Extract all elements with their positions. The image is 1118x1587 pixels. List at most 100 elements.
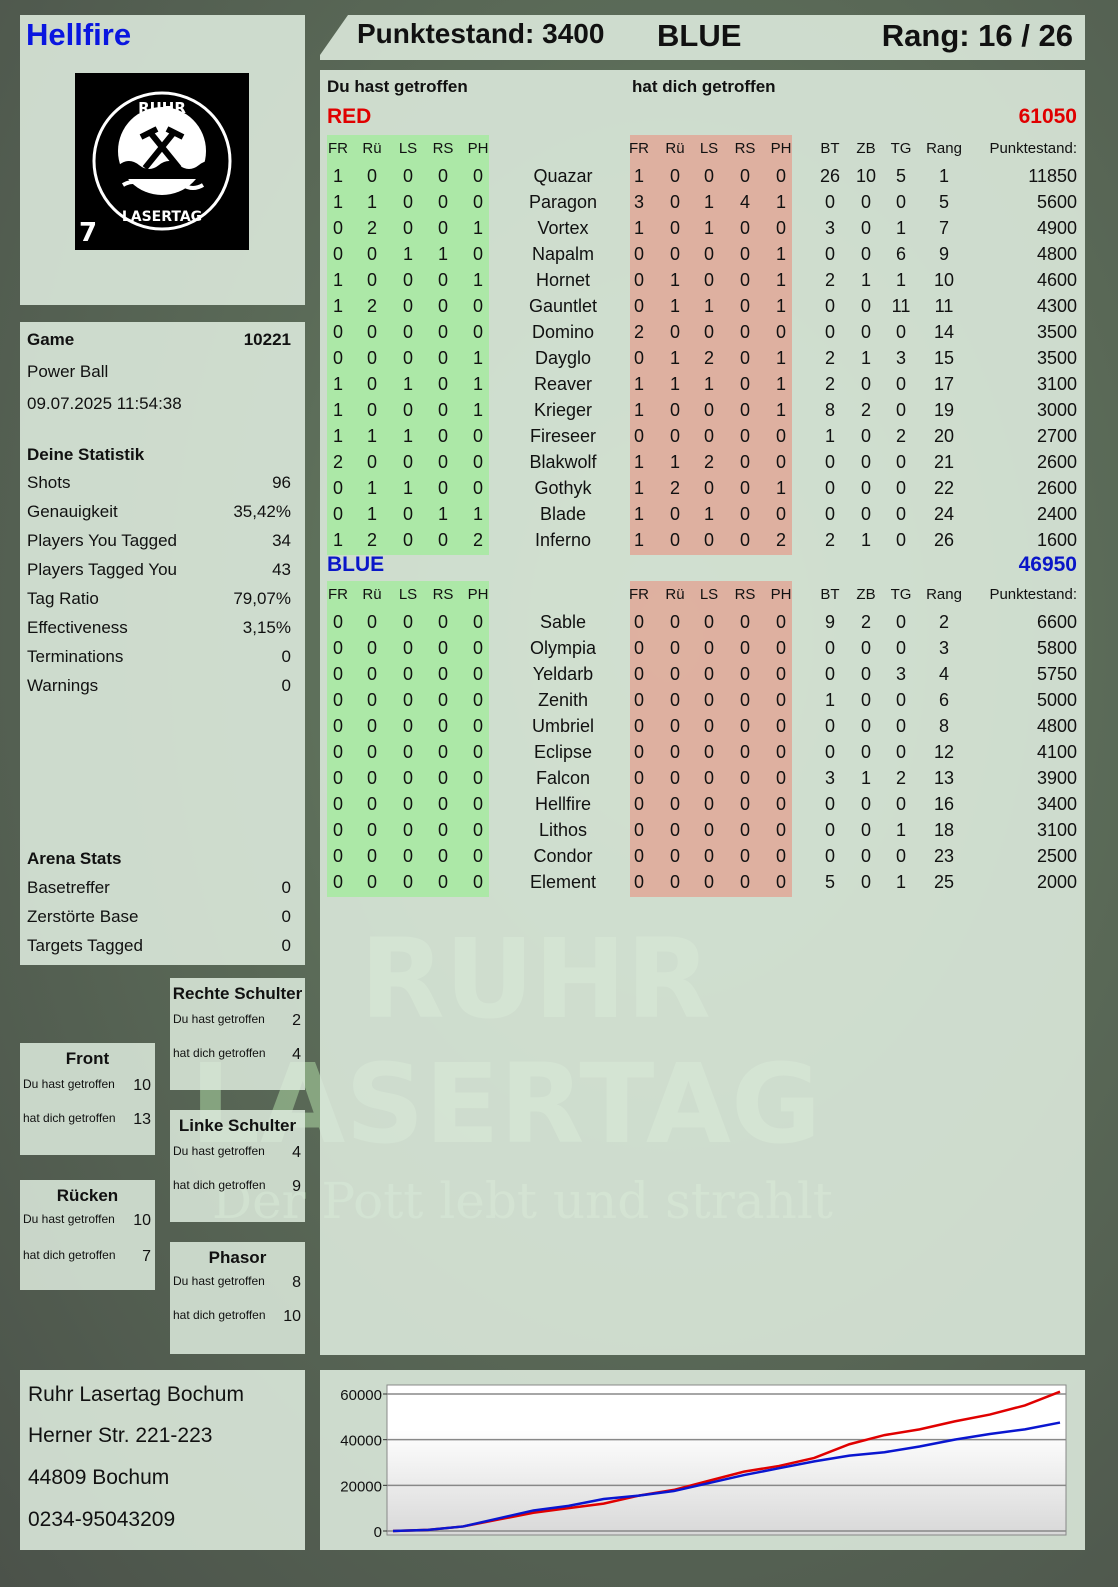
player-name-cell: Krieger bbox=[533, 400, 593, 420]
stat-value: 79,07% bbox=[233, 589, 291, 608]
player-name-cell: Yeldarb bbox=[532, 664, 594, 684]
you-hit-cell: 0 bbox=[437, 348, 449, 368]
hit-you-cell: 0 bbox=[739, 322, 751, 342]
player-name-cell: Condor bbox=[533, 846, 593, 866]
col-header: BT bbox=[820, 586, 840, 603]
stat-row: Shots 96 bbox=[27, 473, 291, 493]
stat-cell: 2 bbox=[824, 270, 836, 290]
you-hit-cell: 0 bbox=[472, 612, 484, 632]
you-hit-cell: 0 bbox=[332, 218, 344, 238]
stat-cell: 3 bbox=[895, 664, 907, 684]
you-hit-cell: 0 bbox=[366, 716, 378, 736]
stat-label: Players Tagged You bbox=[27, 560, 177, 579]
hit-you-label: hat dich getroffen bbox=[173, 1046, 266, 1060]
score-cell: 4100 bbox=[1036, 742, 1077, 762]
player-name-cell: Element bbox=[529, 872, 597, 892]
you-hit-cell: 0 bbox=[366, 690, 378, 710]
you-hit-cell: 0 bbox=[402, 530, 414, 550]
hit-you-cell: 0 bbox=[669, 322, 681, 342]
score-cell: 3900 bbox=[1036, 768, 1077, 788]
hit-you-cell: 0 bbox=[633, 244, 645, 264]
hit-you-cell: 3 bbox=[633, 192, 645, 212]
you-hit-cell: 1 bbox=[332, 400, 344, 420]
stat-cell: 0 bbox=[895, 374, 907, 394]
hit-you-cell: 0 bbox=[669, 166, 681, 186]
you-hit-cell: 0 bbox=[472, 690, 484, 710]
hit-you-cell: 0 bbox=[669, 768, 681, 788]
hit-you-cell: 1 bbox=[633, 400, 645, 420]
score-cell: 3000 bbox=[1036, 400, 1077, 420]
you-hit-cell: 1 bbox=[402, 374, 414, 394]
you-hit-cell: 0 bbox=[472, 664, 484, 684]
col-header: FR bbox=[629, 140, 649, 157]
hit-you-cell: 0 bbox=[739, 244, 751, 264]
hit-you-cell: 0 bbox=[669, 664, 681, 684]
hit-you-cell: 1 bbox=[703, 218, 715, 238]
stat-cell: 0 bbox=[895, 504, 907, 524]
stat-cell: 0 bbox=[895, 846, 907, 866]
stat-cell: 0 bbox=[824, 742, 836, 762]
you-hit-cell: 0 bbox=[366, 400, 378, 420]
hit-you-cell: 0 bbox=[775, 820, 787, 840]
col-header: LS bbox=[398, 586, 418, 603]
player-name-cell: Paragon bbox=[528, 192, 598, 212]
player-name-cell: Inferno bbox=[534, 530, 592, 550]
player-name-cell: Gauntlet bbox=[528, 296, 598, 316]
arena-title-text: Arena Stats bbox=[27, 849, 122, 868]
stat-cell: 0 bbox=[824, 820, 836, 840]
stat-cell: 1 bbox=[895, 270, 907, 290]
hit-you-cell: 0 bbox=[633, 270, 645, 290]
score-cell: 1600 bbox=[1036, 530, 1077, 550]
you-hit-cell: 1 bbox=[472, 348, 484, 368]
you-hit-cell: 0 bbox=[472, 192, 484, 212]
stat-cell: 0 bbox=[860, 426, 872, 446]
hit-you-cell: 0 bbox=[703, 742, 715, 762]
you-hit-cell: 1 bbox=[366, 478, 378, 498]
you-hit-cell: 0 bbox=[332, 244, 344, 264]
hit-you-cell: 0 bbox=[703, 664, 715, 684]
hit-you-cell: 0 bbox=[775, 426, 787, 446]
stat-cell: 10 bbox=[933, 270, 955, 290]
address-panel: Ruhr Lasertag Bochum Herner Str. 221-223… bbox=[20, 1370, 305, 1550]
you-hit-cell: 1 bbox=[402, 244, 414, 264]
you-hit-cell: 0 bbox=[437, 820, 449, 840]
y-tick-label: 60000 bbox=[340, 1387, 382, 1404]
hit-you-cell: 0 bbox=[669, 612, 681, 632]
col-header: FR bbox=[328, 140, 348, 157]
hitzone-title: Rücken bbox=[56, 1186, 119, 1205]
player-name-cell: Hornet bbox=[535, 270, 591, 290]
hit-you-cell: 0 bbox=[669, 820, 681, 840]
score-cell: 2400 bbox=[1036, 504, 1077, 524]
you-hit-cell: 0 bbox=[366, 452, 378, 472]
stat-cell: 9 bbox=[938, 244, 950, 264]
stat-cell: 0 bbox=[895, 478, 907, 498]
stat-cell: 0 bbox=[860, 504, 872, 524]
stat-label: Terminations bbox=[27, 647, 124, 666]
hit-you-cell: 0 bbox=[775, 742, 787, 762]
stats-title: Deine Statistik bbox=[27, 445, 291, 465]
stat-label: Targets Tagged bbox=[27, 936, 143, 955]
stat-cell: 11 bbox=[891, 296, 911, 316]
hit-you-cell: 0 bbox=[633, 638, 645, 658]
hitzone-title: Phasor bbox=[208, 1248, 267, 1267]
you-hit-cell: 1 bbox=[332, 270, 344, 290]
stat-cell: 3 bbox=[895, 348, 907, 368]
you-hit-cell: 0 bbox=[332, 846, 344, 866]
player-name-cell: Hellfire bbox=[534, 794, 592, 814]
hit-you-cell: 0 bbox=[633, 872, 645, 892]
stat-cell: 0 bbox=[860, 374, 872, 394]
you-hit-cell: 0 bbox=[472, 638, 484, 658]
score-cell: 2700 bbox=[1036, 426, 1077, 446]
hit-you-cell: 0 bbox=[703, 716, 715, 736]
score-chart-panel: 0 20000 40000 60000 bbox=[320, 1370, 1085, 1550]
you-hit-cell: 0 bbox=[472, 478, 484, 498]
you-hit-cell: 0 bbox=[437, 768, 449, 788]
hit-you-cell: 0 bbox=[739, 270, 751, 290]
stat-cell: 17 bbox=[933, 374, 955, 394]
you-hit-cell: 0 bbox=[437, 716, 449, 736]
stat-row: Genauigkeit 35,42% bbox=[27, 502, 291, 522]
stat-cell: 1 bbox=[860, 530, 872, 550]
stat-cell: 14 bbox=[933, 322, 955, 342]
you-hit-label: Du hast getroffen bbox=[173, 1012, 265, 1026]
col-header: Rang bbox=[926, 586, 962, 603]
